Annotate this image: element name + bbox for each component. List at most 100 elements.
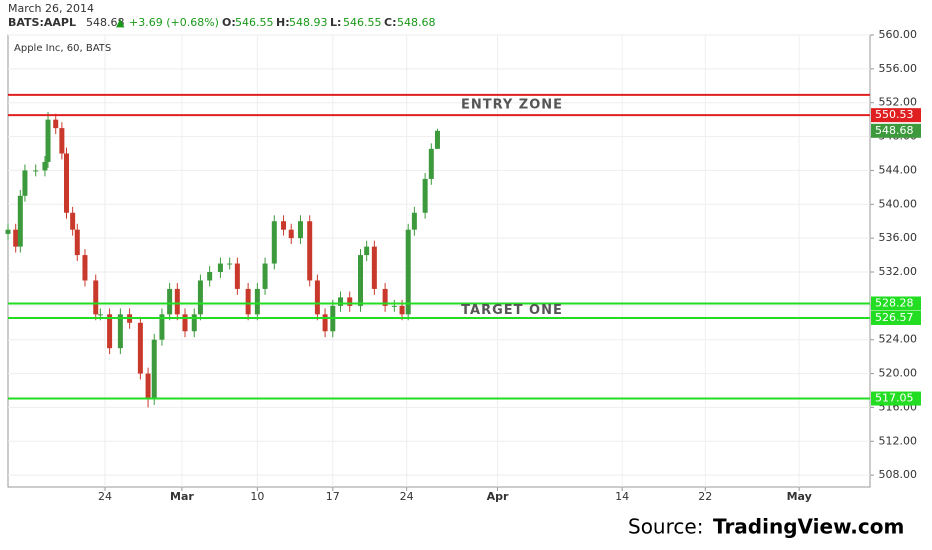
y-tick-label: 536.00 [879, 231, 918, 244]
candle-body [107, 314, 113, 349]
change: +3.69 (+0.68%) [129, 16, 219, 29]
candle-body [151, 339, 157, 399]
last-price: 548.68 [86, 16, 125, 29]
candle-body [217, 263, 223, 273]
candle-body [227, 263, 233, 265]
candle-body [245, 288, 251, 315]
candle-body [97, 314, 103, 316]
y-tick-label: 552.00 [879, 96, 918, 109]
candle-body [59, 128, 65, 154]
chart-subtitle: Apple Inc, 60, BATS [14, 43, 111, 54]
ohlc-label: O: [222, 16, 236, 29]
candle-body [197, 280, 203, 315]
candle-body [254, 288, 260, 315]
candle-body [422, 178, 428, 213]
candle-body [182, 314, 188, 332]
candle-body [314, 280, 320, 315]
ohlc-value: 546.55 [343, 16, 382, 29]
y-tick-label: 532.00 [879, 265, 918, 278]
ohlc-value: 546.55 [235, 16, 274, 29]
price-tag-label: 517.05 [875, 392, 914, 405]
candle-body [174, 288, 180, 315]
candle-body [391, 305, 397, 307]
candle-body [74, 229, 80, 256]
candle-body [347, 297, 353, 306]
y-tick-label: 540.00 [879, 197, 918, 210]
price-tag [871, 123, 921, 138]
candle-body [53, 119, 59, 129]
candle-body [307, 221, 313, 281]
price-tag [871, 296, 921, 311]
source-name: TradingView.com [713, 515, 904, 539]
candle-body [288, 229, 294, 239]
price-tag [871, 108, 921, 123]
candle-body [434, 130, 440, 149]
candle-body [371, 246, 377, 289]
x-tick-label: Apr [487, 490, 509, 503]
candle-body [145, 373, 151, 399]
candle-body [93, 280, 99, 315]
symbol: BATS:AAPL [8, 16, 76, 29]
ohlc-value: 548.68 [397, 16, 436, 29]
x-tick-label: May [787, 490, 812, 503]
candle-body [5, 229, 11, 234]
date: March 26, 2014 [8, 2, 94, 15]
candle-body [382, 288, 388, 306]
candle-body [271, 221, 277, 264]
zone-label: TARGET ONE [461, 303, 563, 318]
zone-label: ENTRY ZONE [461, 98, 563, 113]
ohlc-value: 548.93 [289, 16, 328, 29]
x-tick-label: 14 [615, 490, 629, 503]
candle-body [234, 263, 240, 289]
price-tag [871, 391, 921, 406]
y-tick-label: 508.00 [879, 468, 918, 481]
candle-body [63, 153, 69, 213]
candle-body [22, 170, 28, 196]
candle-body [42, 161, 48, 171]
ohlc-label: H: [276, 16, 290, 29]
plot-frame [7, 34, 871, 488]
candle-body [70, 212, 76, 230]
x-tick-label: 17 [326, 490, 340, 503]
source-label: Source: [628, 515, 703, 539]
candle-body [411, 212, 417, 230]
candle-body [191, 314, 197, 332]
candle-body [17, 195, 23, 247]
price-tag [871, 310, 921, 325]
y-tick-label: 524.00 [879, 333, 918, 346]
y-tick-label: 544.00 [879, 163, 918, 176]
arrow: ▲ [116, 16, 125, 29]
candle-body [33, 170, 39, 172]
candle-body [13, 229, 19, 247]
candle-body [167, 288, 173, 315]
x-tick-label: 24 [98, 490, 112, 503]
price-tag-label: 548.68 [875, 124, 914, 137]
candle-body [117, 314, 123, 349]
x-tick-label: Mar [170, 490, 194, 503]
y-tick-label: 520.00 [879, 367, 918, 380]
price-tag-label: 528.28 [875, 296, 914, 309]
price-tag-label: 526.57 [875, 311, 914, 324]
candle-body [281, 221, 287, 230]
candle-body [137, 322, 143, 374]
candle-body [322, 314, 328, 332]
candle-body [45, 119, 51, 162]
y-tick-label: 512.00 [879, 434, 918, 447]
candle-body [399, 305, 405, 315]
candle-body [262, 263, 268, 289]
ohlc-label: C: [384, 16, 396, 29]
candle-body [337, 297, 343, 306]
candle-body [159, 314, 165, 340]
y-tick-label: 556.00 [879, 62, 918, 75]
candle-body [364, 246, 370, 256]
candle-body [207, 272, 213, 281]
x-tick-label: 10 [250, 490, 264, 503]
candle-body [82, 255, 88, 281]
candle-body [428, 148, 434, 179]
price-tag-label: 550.53 [875, 108, 914, 121]
y-tick-label: 560.00 [879, 28, 918, 41]
ohlc-label: L: [330, 16, 341, 29]
x-tick-label: 22 [698, 490, 712, 503]
